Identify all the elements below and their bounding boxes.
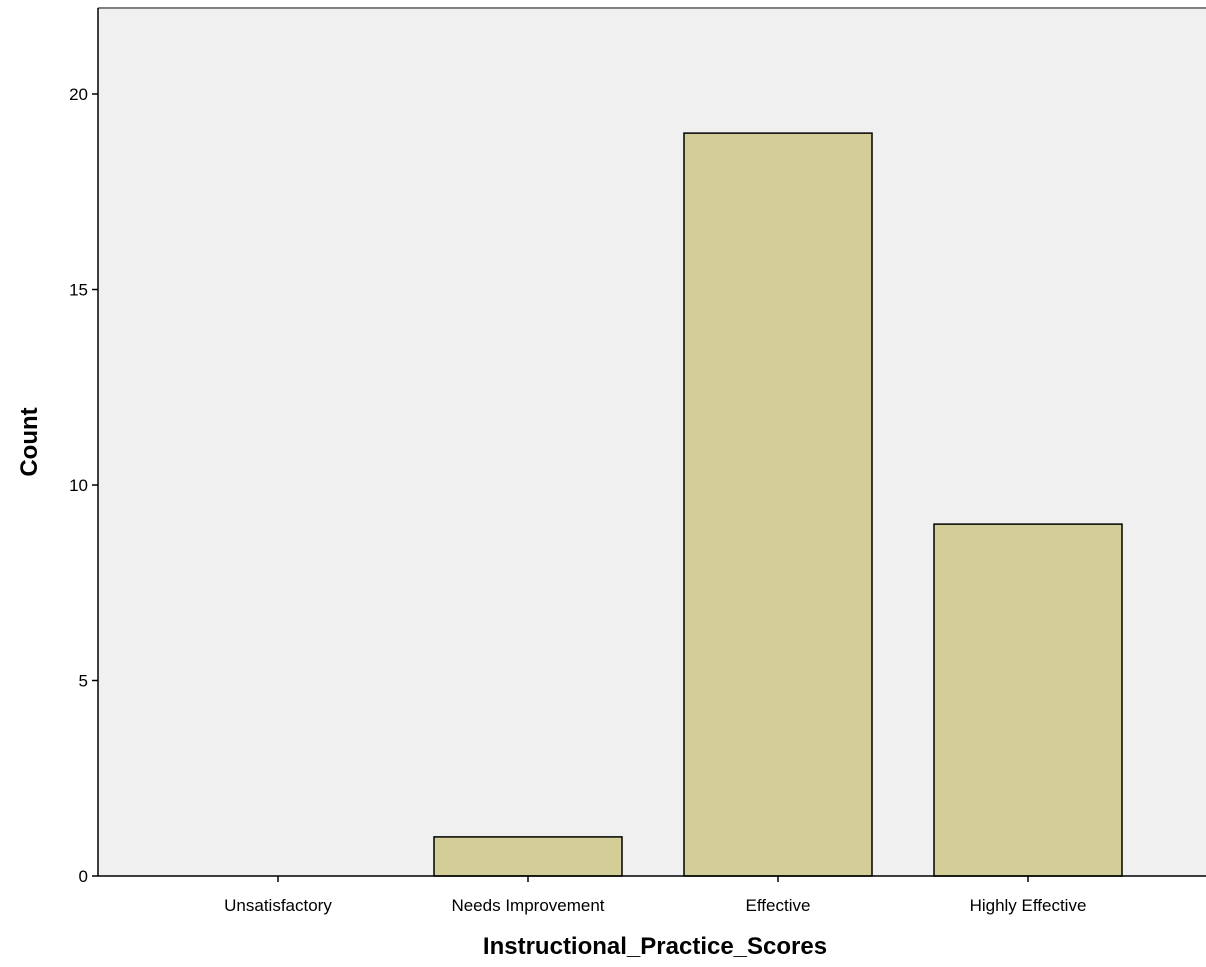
y-axis-title: Count <box>16 407 43 476</box>
y-tick-label: 15 <box>69 281 88 300</box>
x-tick-label: Effective <box>746 896 811 915</box>
x-tick-label: Highly Effective <box>970 896 1087 915</box>
y-ticks-group: 0 5 10 15 20 <box>69 85 98 886</box>
x-tick-label: Unsatisfactory <box>224 896 332 915</box>
bar-effective <box>683 132 873 877</box>
y-tick-label: 5 <box>79 672 88 691</box>
y-tick-label: 10 <box>69 476 88 495</box>
y-tick-label: 20 <box>69 85 88 104</box>
bar-highly-effective <box>933 523 1123 877</box>
bar-needs-improvement <box>433 836 623 877</box>
x-axis-title: Instructional_Practice_Scores <box>483 933 827 960</box>
x-ticks-group: Unsatisfactory Needs Improvement Effective… <box>224 876 1086 915</box>
y-tick-label: 0 <box>79 867 88 886</box>
x-tick-label: Needs Improvement <box>451 896 604 915</box>
